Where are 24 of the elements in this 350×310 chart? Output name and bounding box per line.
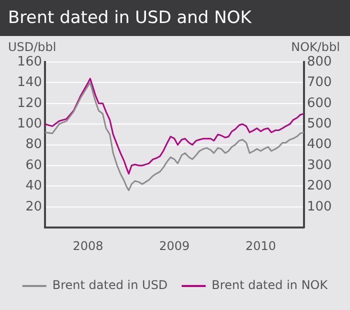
x-tick-label: 2008 <box>72 238 104 253</box>
y-axis-title: USD/bbl <box>8 40 56 54</box>
y-tick-label: 40 <box>25 178 42 194</box>
y-tick-label: 60 <box>25 158 42 173</box>
y2-tick-label: 800 <box>307 54 332 70</box>
y2-tick-label: 700 <box>307 75 332 90</box>
y2-tick-label: 300 <box>307 158 332 173</box>
y-tick-label: 140 <box>17 75 42 90</box>
x-tick-label: 2009 <box>159 238 190 253</box>
y-tick-label: 160 <box>17 54 42 70</box>
y2-tick-label: 200 <box>307 178 332 194</box>
y2-tick-label: 500 <box>307 116 332 132</box>
legend-label: Brent dated in NOK <box>212 278 329 292</box>
y-tick-label: 100 <box>17 116 42 132</box>
y2-tick-label: 100 <box>307 199 332 214</box>
y2-tick-label: 600 <box>307 96 332 111</box>
y2-tick-label: 400 <box>307 137 332 152</box>
x-tick-label: 2010 <box>245 238 276 253</box>
y-tick-label: 80 <box>25 137 42 152</box>
y2-axis-title: NOK/bbl <box>291 40 340 54</box>
y-tick-label: 20 <box>25 199 42 214</box>
chart-title: Brent dated in USD and NOK <box>0 0 350 36</box>
legend-label: Brent dated in USD <box>52 278 168 292</box>
y-tick-label: 120 <box>17 96 42 111</box>
